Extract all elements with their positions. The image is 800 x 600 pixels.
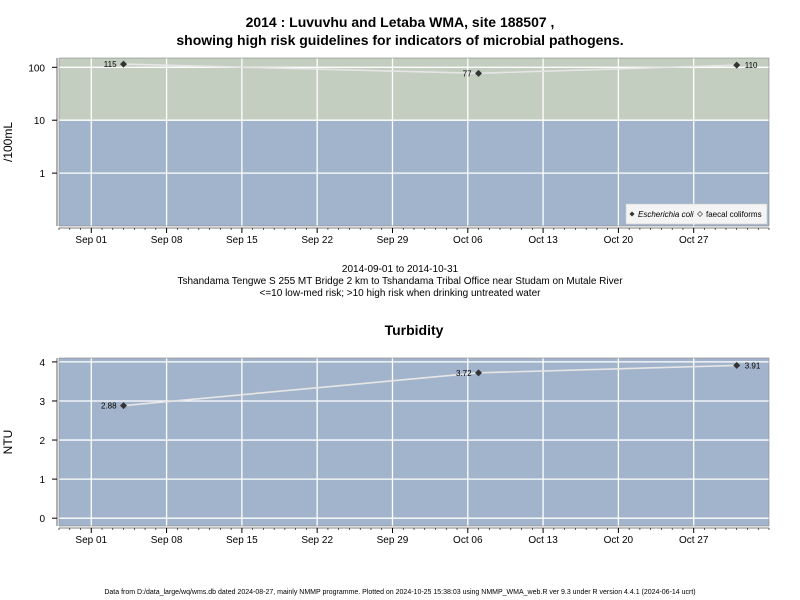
- chart1-plot-border: [58, 57, 770, 227]
- chart2-y-axis-label: NTU: [1, 430, 15, 455]
- chart2-x-tick-label: Sep 22: [301, 535, 333, 546]
- chart2-y-tick-label: 3: [39, 397, 45, 408]
- chart1-y-axis-label: /100mL: [1, 122, 15, 162]
- chart2-x-tick-label: Oct 13: [528, 535, 558, 546]
- chart1-y-tick-label: 100: [28, 63, 45, 74]
- chart2-plot-background: [59, 358, 769, 526]
- caption-site-description: Tshandama Tengwe S 255 MT Bridge 2 km to…: [177, 276, 623, 287]
- caption-date-range: 2014-09-01 to 2014-10-31: [341, 264, 459, 275]
- chart2-y-tick-label: 1: [39, 475, 45, 486]
- chart2-x-tick-label: Oct 20: [604, 535, 634, 546]
- chart2-y-tick-label: 0: [39, 514, 45, 525]
- chart1-legend-box: [625, 203, 768, 225]
- chart2-x-tick-label: Sep 29: [377, 535, 409, 546]
- chart1-x-tick-label: Oct 13: [528, 235, 558, 246]
- chart1-data-label: 115: [104, 60, 117, 69]
- chart1-y-tick-label: 1: [39, 169, 45, 180]
- chart2-plot-border: [58, 357, 770, 527]
- chart1-x-tick-label: Sep 08: [151, 235, 183, 246]
- chart1-x-tick-label: Oct 06: [453, 235, 483, 246]
- chart2-data-label: 2.88: [101, 402, 117, 411]
- chart2-data-label: 3.72: [456, 369, 472, 378]
- chart2-data-point: [475, 369, 483, 377]
- chart2-data-point: [733, 361, 741, 369]
- chart2-x-tick-label: Oct 06: [453, 535, 483, 546]
- chart1-x-tick-label: Sep 15: [226, 235, 258, 246]
- chart2-data-point: [120, 402, 128, 410]
- chart2-x-tick-label: Sep 15: [226, 535, 258, 546]
- chart2-y-tick-label: 2: [39, 436, 45, 447]
- chart2-x-tick-label: Sep 01: [75, 535, 107, 546]
- chart1-data-point: [475, 69, 483, 77]
- chart-title-line1: 2014 : Luvuvhu and Letaba WMA, site 1885…: [245, 14, 555, 30]
- chart1-legend-label: Escherichia coli: [638, 210, 694, 219]
- chart1-x-tick-label: Sep 29: [377, 235, 409, 246]
- chart2-y-tick-label: 4: [39, 358, 45, 369]
- footer-provenance: Data from D:/data_large/wq/wms.db dated …: [104, 589, 696, 596]
- chart1-data-point: [120, 60, 128, 68]
- chart1-legend-marker-open: [697, 211, 703, 217]
- chart1-data-point: [733, 61, 741, 69]
- chart1-x-tick-label: Oct 20: [604, 235, 634, 246]
- chart1-y-tick-label: 10: [34, 116, 46, 127]
- chart1-data-label: 77: [463, 69, 472, 78]
- chart2-data-label: 3.91: [745, 361, 761, 370]
- chart1-x-tick-label: Oct 27: [679, 235, 709, 246]
- chart1-data-label: 110: [745, 61, 758, 70]
- chart1-x-tick-label: Sep 01: [75, 235, 107, 246]
- chart2-title: Turbidity: [385, 322, 444, 338]
- chart2-x-tick-label: Oct 27: [679, 535, 709, 546]
- chart1-x-tick-label: Sep 22: [301, 235, 333, 246]
- chart1-legend-marker-filled: [629, 211, 635, 217]
- caption-risk-guideline: <=10 low-med risk; >10 high risk when dr…: [259, 288, 541, 299]
- chart1-legend-label: faecal coliforms: [706, 210, 762, 219]
- chart-title-line2: showing high risk guidelines for indicat…: [176, 32, 624, 48]
- chart2-x-tick-label: Sep 08: [151, 535, 183, 546]
